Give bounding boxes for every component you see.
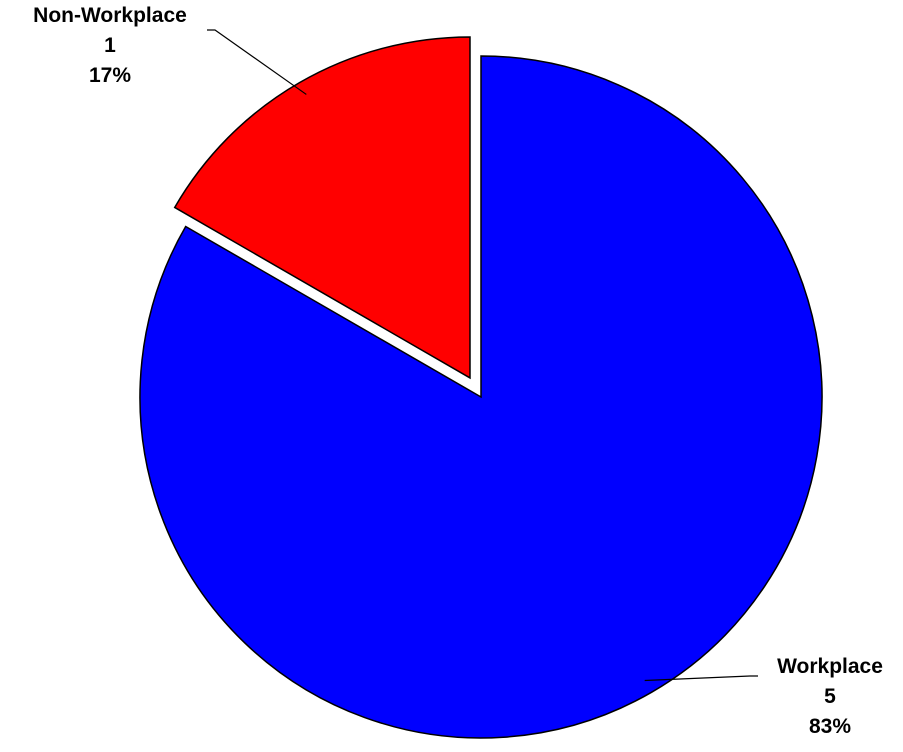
leader-line-non-workplace bbox=[207, 29, 307, 95]
pie-slice-workplace bbox=[139, 55, 823, 739]
data-label-category-workplace: Workplace bbox=[777, 655, 883, 678]
data-label-percent-workplace: 83% bbox=[809, 715, 851, 738]
data-label-percent-non-workplace: 17% bbox=[89, 64, 131, 87]
data-label-category-non-workplace: Non-Workplace bbox=[33, 4, 187, 27]
pie-slice-non-workplace bbox=[173, 36, 471, 380]
leader-lines bbox=[207, 29, 758, 682]
data-label-value-non-workplace: 1 bbox=[104, 34, 116, 57]
data-label-value-workplace: 5 bbox=[824, 685, 836, 708]
leader-line-workplace bbox=[644, 675, 758, 682]
pie-slices bbox=[139, 36, 823, 739]
data-labels: Workplace 5 83% Non-Workplace 1 17% bbox=[33, 4, 883, 738]
